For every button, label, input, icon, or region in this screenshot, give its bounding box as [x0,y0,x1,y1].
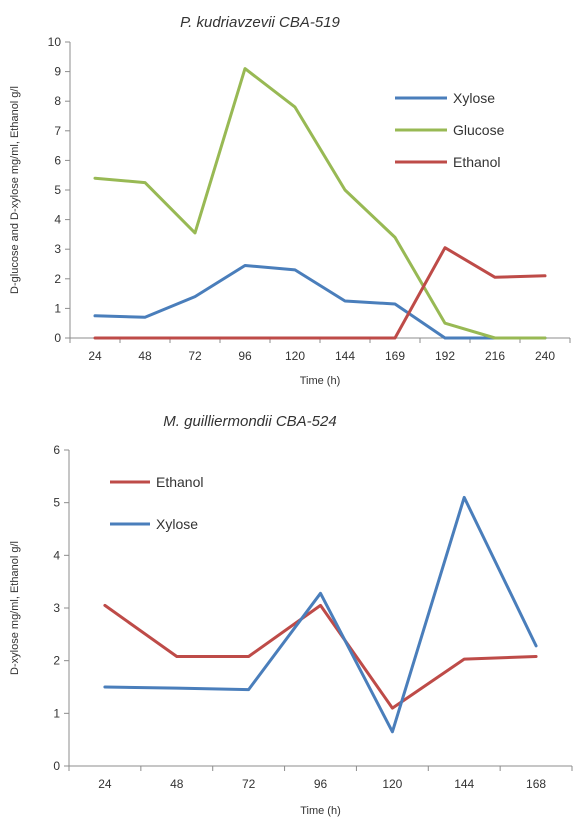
y-tick-label: 2 [54,272,61,286]
y-tick-label: 6 [53,443,60,457]
legend-label-xylose: Xylose [453,90,495,106]
y-tick-label: 2 [53,654,60,668]
y-tick-label: 0 [53,759,60,773]
y-tick-label: 7 [54,124,61,138]
x-tick-label: 144 [335,349,355,363]
series-line-xylose [93,264,547,340]
x-tick-label: 48 [170,777,184,791]
y-tick-label: 10 [48,35,62,49]
x-tick-label: 169 [385,349,405,363]
x-axis-label: Time (h) [300,375,341,387]
y-axis-label: D-xylose mg/ml, Ethanol g/l [9,541,21,675]
chart-m-guilliermondii: M. guilliermondii CBA-524 0 1 2 3 4 5 6 24 48 72 96… [9,413,573,817]
chart-title: P. kudriavzevii CBA-519 [180,14,340,31]
y-tick-label: 5 [53,496,60,510]
x-tick-label: 120 [382,777,402,791]
series-line-ethanol [103,603,538,710]
series-line-xylose [103,495,538,734]
y-tick-label: 5 [54,183,61,197]
chart-p-kudriavzevii: P. kudriavzevii CBA-519 0 1 2 3 4 5 6 7 8 9 10 24 48 7… [9,14,571,387]
x-tick-label: 48 [138,349,152,363]
x-tick-label: 168 [526,777,546,791]
y-tick-label: 1 [53,706,60,720]
series-line-ethanol [93,246,547,340]
x-tick-label: 96 [314,777,328,791]
legend-label-ethanol: Ethanol [453,154,500,170]
y-axis-label: D-glucose and D-xylose mg/ml, Ethanol g/… [9,86,21,294]
chart-title: M. guilliermondii CBA-524 [163,413,336,430]
legend-label-glucose: Glucose [453,122,505,138]
x-tick-label: 120 [285,349,305,363]
x-tick-label: 192 [435,349,455,363]
series-line-glucose [93,67,547,340]
y-tick-label: 3 [53,601,60,615]
y-tick-label: 8 [54,94,61,108]
legend-label-ethanol: Ethanol [156,474,203,490]
y-tick-label: 3 [54,242,61,256]
legend-label-xylose: Xylose [156,516,198,532]
y-tick-label: 1 [54,301,61,315]
x-tick-label: 96 [238,349,252,363]
y-tick-label: 9 [54,65,61,79]
x-tick-label: 24 [98,777,112,791]
x-tick-label: 24 [88,349,102,363]
x-tick-label: 216 [485,349,505,363]
x-tick-label: 144 [454,777,474,791]
x-axis-label: Time (h) [300,805,341,817]
y-tick-label: 6 [54,153,61,167]
x-tick-label: 72 [242,777,256,791]
y-tick-label: 4 [54,213,61,227]
y-tick-label: 4 [53,548,60,562]
y-tick-label: 0 [54,331,61,345]
x-tick-label: 240 [535,349,555,363]
x-tick-label: 72 [188,349,202,363]
